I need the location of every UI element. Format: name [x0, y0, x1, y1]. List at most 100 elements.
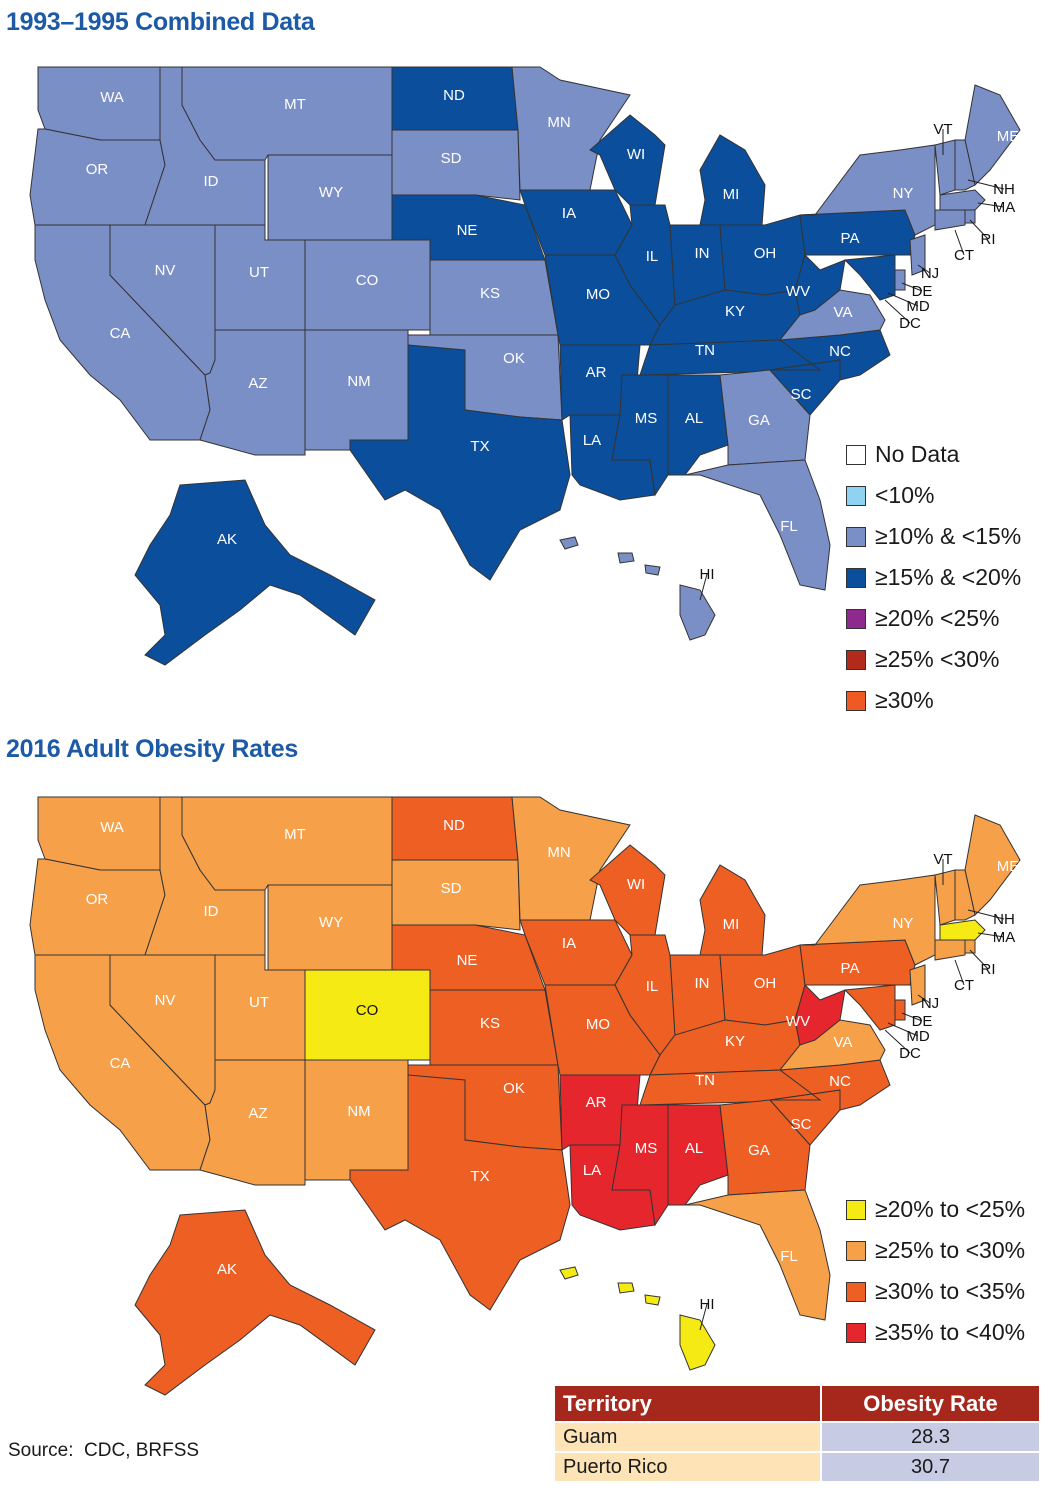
table-row: Guam 28.3: [553, 1421, 1041, 1453]
callout-line-ri: [969, 949, 989, 970]
state-wa: [37, 66, 161, 141]
state-label-ak: AK: [217, 531, 237, 548]
state-label-ma: MA: [993, 929, 1016, 946]
state-label-ok: OK: [503, 350, 525, 367]
state-label-mt: MT: [284, 826, 306, 843]
legend-label: ≥25% to <30%: [875, 1237, 1026, 1263]
state-sd: [391, 129, 521, 201]
state-nm: [304, 329, 409, 451]
state-label-ms: MS: [635, 1140, 658, 1157]
state-label-ia: IA: [562, 205, 576, 222]
state-label-or: OR: [86, 891, 109, 908]
state-label-pa: PA: [841, 960, 860, 977]
legend-label: ≥15% & <20%: [875, 564, 1022, 590]
legend-item: ≥25% <30%: [846, 639, 1021, 680]
state-label-md: MD: [906, 1028, 929, 1045]
state-label-nc: NC: [829, 343, 851, 360]
state-label-ga: GA: [748, 412, 770, 429]
state-md: [843, 254, 896, 301]
state-va: [778, 289, 886, 341]
callout-line-ma: [977, 932, 1005, 938]
territory-name: Guam: [553, 1421, 822, 1453]
territory-table: Territory Obesity Rate Guam 28.3 Puerto …: [553, 1384, 1041, 1483]
callout-line-md: [887, 292, 919, 307]
state-ct: [934, 209, 966, 231]
state-label-nh: NH: [993, 181, 1015, 198]
state-label-ne: NE: [457, 952, 478, 969]
state-label-ak: AK: [217, 1261, 237, 1278]
state-mt: [181, 796, 393, 891]
state-label-al: AL: [685, 1140, 703, 1157]
map-1993-1995: WA OR CA NV ID MT WY UT CO AZ NM ND SD NE KS OK TX MN IA MO…: [0, 55, 1052, 695]
callout-line-nh: [967, 179, 1005, 190]
state-mi: [699, 134, 766, 226]
callout-line-nj: [917, 264, 931, 274]
state-label-md: MD: [906, 298, 929, 315]
state-label-ia: IA: [562, 935, 576, 952]
state-label-ar: AR: [586, 364, 607, 381]
state-label-pa: PA: [841, 230, 860, 247]
legend-swatch: [846, 526, 866, 547]
state-label-hi: HI: [700, 1296, 715, 1313]
callout-line-ma: [977, 202, 1005, 208]
state-label-tn: TN: [695, 1072, 715, 1089]
state-label-ct: CT: [954, 977, 974, 994]
state-hi: [559, 1266, 716, 1371]
state-mi: [699, 864, 766, 956]
state-wv: [794, 254, 846, 316]
state-label-ne: NE: [457, 222, 478, 239]
state-label-wi: WI: [627, 876, 645, 893]
callout-line-nh: [967, 909, 1005, 920]
state-label-nv: NV: [155, 992, 176, 1009]
state-ma: [939, 919, 986, 941]
state-wa: [37, 796, 161, 871]
state-label-wa: WA: [100, 89, 124, 106]
state-label-sc: SC: [791, 1116, 812, 1133]
state-mt: [181, 66, 393, 161]
state-label-ri: RI: [981, 961, 996, 978]
state-vt: [934, 869, 956, 926]
state-az: [199, 1059, 306, 1186]
state-de: [894, 269, 906, 291]
state-ak: [134, 479, 376, 666]
state-label-ny: NY: [893, 185, 914, 202]
legend-item: <10%: [846, 475, 1021, 516]
state-label-az: AZ: [248, 1105, 267, 1122]
legend-item: ≥15% & <20%: [846, 557, 1021, 598]
callout-line-nj: [917, 994, 931, 1004]
table-row: Puerto Rico 30.7: [553, 1451, 1041, 1483]
legend-swatch: [846, 1322, 866, 1343]
callout-line-dc: [884, 1029, 911, 1054]
state-label-dc: DC: [899, 1045, 921, 1062]
legend-item: ≥25% to <30%: [846, 1230, 1025, 1271]
state-label-va: VA: [834, 304, 853, 321]
state-label-va: VA: [834, 1034, 853, 1051]
state-label-dc: DC: [899, 315, 921, 332]
state-label-wi: WI: [627, 146, 645, 163]
state-label-sc: SC: [791, 386, 812, 403]
state-label-mi: MI: [723, 186, 740, 203]
state-label-ct: CT: [954, 247, 974, 264]
legend-swatch: [846, 649, 866, 670]
legend-swatch: [846, 485, 866, 506]
state-label-ky: KY: [725, 303, 745, 320]
state-label-ny: NY: [893, 915, 914, 932]
state-label-sd: SD: [441, 880, 462, 897]
state-label-la: LA: [583, 1162, 601, 1179]
us-map-svg: WA OR CA NV ID MT WY UT CO AZ NM ND SD NE KS OK TX MN IA MO…: [29, 796, 1021, 1396]
state-label-co: CO: [356, 272, 379, 289]
legend-label: ≥10% & <15%: [875, 523, 1022, 549]
state-md: [843, 984, 896, 1031]
state-label-me: ME: [997, 128, 1020, 145]
state-label-nm: NM: [347, 373, 370, 390]
legend-item: ≥10% & <15%: [846, 516, 1021, 557]
state-ri: [964, 939, 976, 954]
callout-line-md: [887, 1022, 919, 1037]
callout-line-de: [901, 282, 923, 292]
legend-swatch: [846, 608, 866, 629]
state-nh: [954, 139, 976, 191]
state-label-tx: TX: [470, 1168, 489, 1185]
state-label-ok: OK: [503, 1080, 525, 1097]
state-de: [894, 999, 906, 1021]
state-label-id: ID: [204, 903, 219, 920]
